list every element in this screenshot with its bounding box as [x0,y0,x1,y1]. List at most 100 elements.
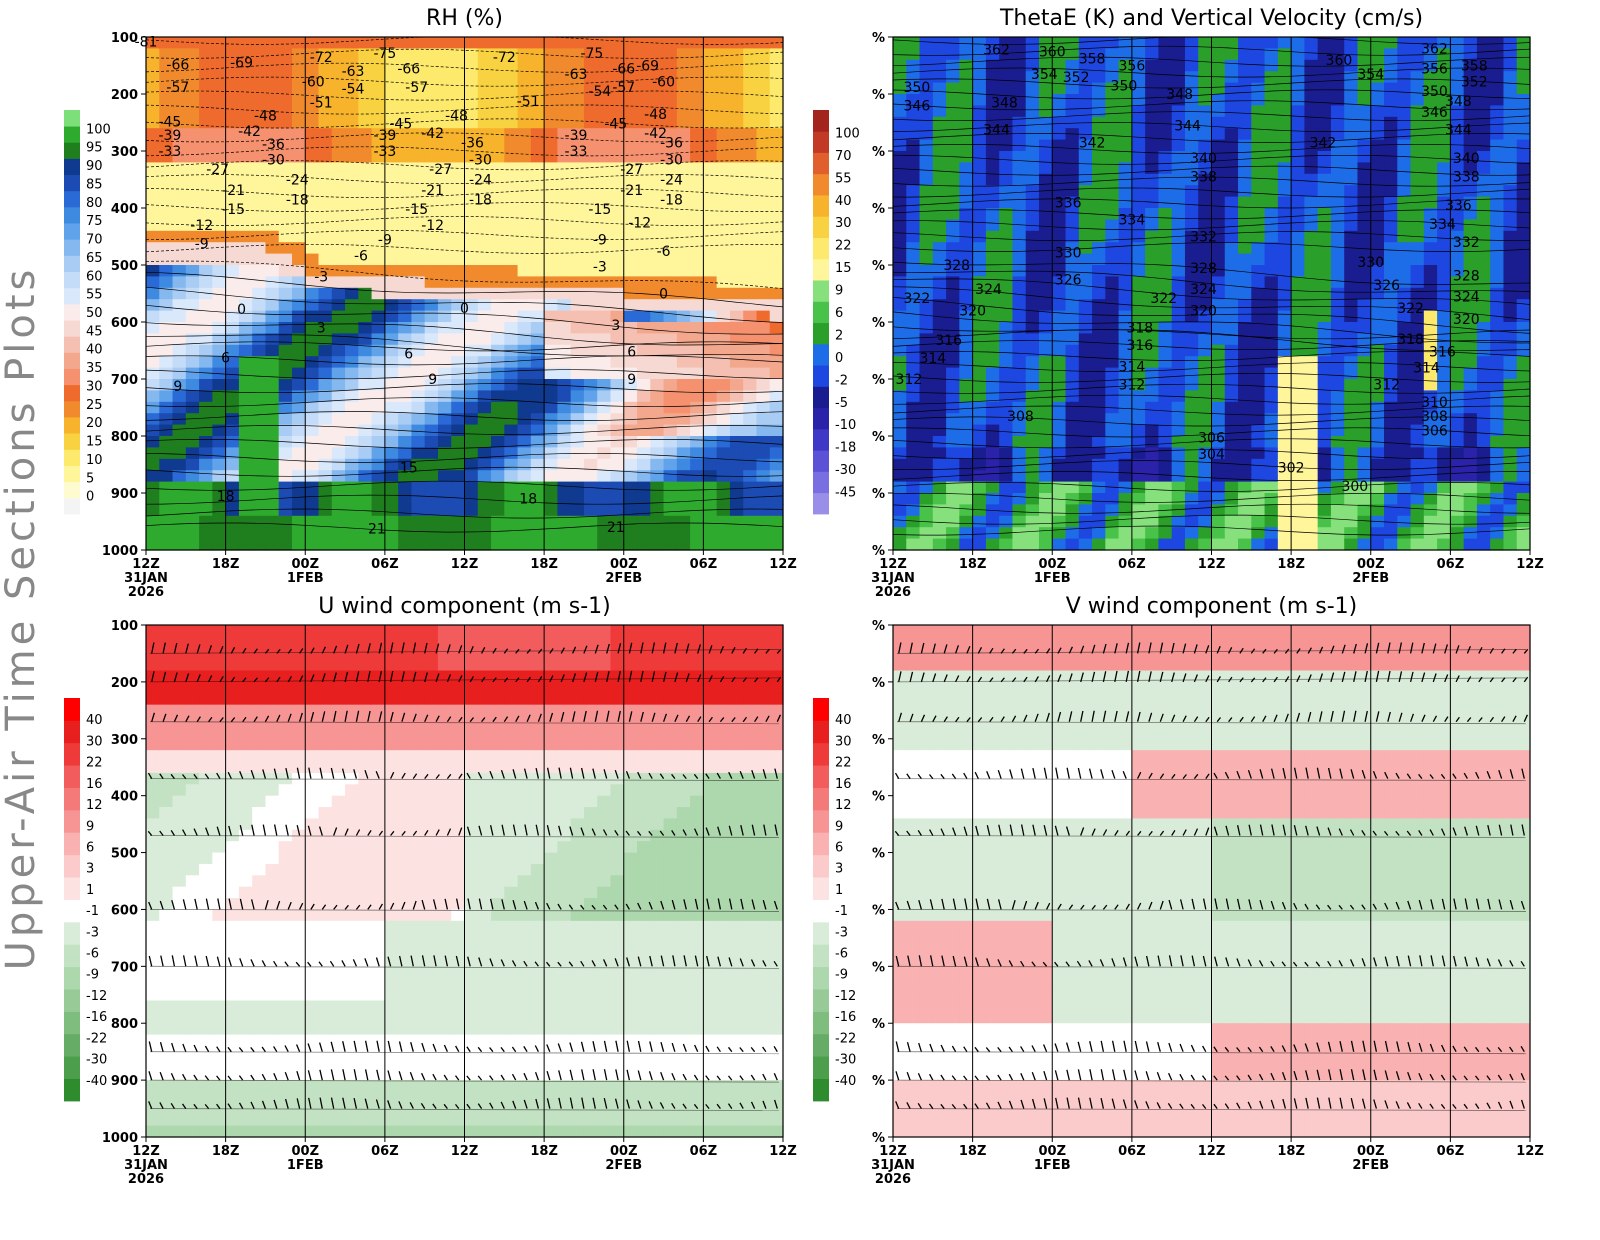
field-cell [1172,151,1186,163]
field-cell [159,864,173,876]
field-cell [1477,37,1491,49]
contour-label: -42 [421,126,444,142]
field-cell [1437,288,1451,300]
field-cell [703,345,717,357]
field-cell [1291,516,1305,528]
field-cell [1318,322,1332,334]
field-cell [770,504,784,516]
contour-label: -33 [565,144,588,160]
field-cell [677,333,691,345]
field-cell [173,527,187,539]
contour-label: -3 [314,269,328,285]
field-cell [597,482,611,494]
field-cell [372,197,386,209]
colorbar-swatch [813,471,829,493]
field-cell [544,254,558,266]
field-cell [1158,322,1172,334]
field-cell [1119,504,1133,516]
field-cell [571,105,585,117]
field-cell [212,83,226,95]
field-cell [451,402,465,414]
field-cell [358,288,372,300]
field-cell [531,368,545,380]
field-cell [1158,436,1172,448]
x-tick-label: 00Z [610,557,638,572]
field-cell [159,978,173,990]
field-cell [385,504,399,516]
field-cell [1185,48,1199,60]
field-cell [1357,162,1371,174]
field-cell [1265,482,1279,494]
field-cell [1039,322,1053,334]
field-cell [986,322,1000,334]
field-cell [438,482,452,494]
field-cell [1371,242,1385,254]
contour-label: -27 [206,162,229,178]
field-cell [703,231,717,243]
field-cell [345,117,359,129]
field-cell [1517,140,1531,152]
field-cell [959,425,973,437]
field-cell [531,356,545,368]
field-cell [465,242,479,254]
field-cell [624,151,638,163]
field-cell [1331,539,1345,551]
field-cell [1291,242,1305,254]
field-cell [173,162,187,174]
field-cell [1105,425,1119,437]
field-cell [610,356,624,368]
colorbar-label: -45 [835,486,856,501]
field-cell [610,539,624,551]
field-cell [199,504,213,516]
field-cell [358,151,372,163]
field-cell [756,83,770,95]
field-cell [199,516,213,528]
field-cell [544,140,558,152]
field-cell [265,185,279,197]
colorbar-swatch [813,493,829,515]
field-cell [584,368,598,380]
field-cell [465,504,479,516]
field-cell [1198,197,1212,209]
field-cell [1039,436,1053,448]
field-cell [531,151,545,163]
field-cell [186,140,200,152]
field-cell [465,459,479,471]
field-cell [265,48,279,60]
field-cell [319,128,333,140]
field-cell [159,739,173,751]
field-cell [358,48,372,60]
field-cell [518,48,532,60]
field-cell [398,333,412,345]
field-cell [933,436,947,448]
field-cell [584,356,598,368]
field-cell [610,265,624,277]
field-cell [279,117,293,129]
field-cell [1344,208,1358,220]
field-cell [920,470,934,482]
field-cell [959,94,973,106]
field-cell [1145,402,1159,414]
field-cell [1265,390,1279,402]
field-cell [690,254,704,266]
field-cell [332,447,346,459]
field-cell [345,379,359,391]
field-cell [411,299,425,311]
field-cell [146,944,160,956]
field-cell [743,539,757,551]
field-cell [1158,60,1172,72]
field-cell [730,197,744,209]
field-cell [1012,539,1026,551]
field-cell [544,60,558,72]
field-cell [212,299,226,311]
field-cell [1092,254,1106,266]
colorbar-swatch [813,259,829,281]
field-cell [986,254,1000,266]
field-cell [226,459,240,471]
field-cell [1079,493,1093,505]
field-cell [398,162,412,174]
field-cell [986,140,1000,152]
field-cell [1291,345,1305,357]
field-cell [650,402,664,414]
field-cell [1291,254,1305,266]
